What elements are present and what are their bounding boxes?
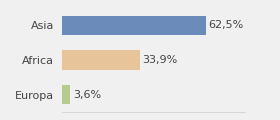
Bar <box>62 85 70 104</box>
Bar <box>62 16 206 35</box>
Text: 62,5%: 62,5% <box>209 20 244 30</box>
Bar <box>62 50 140 70</box>
Text: 3,6%: 3,6% <box>73 90 101 100</box>
Text: 33,9%: 33,9% <box>143 55 178 65</box>
